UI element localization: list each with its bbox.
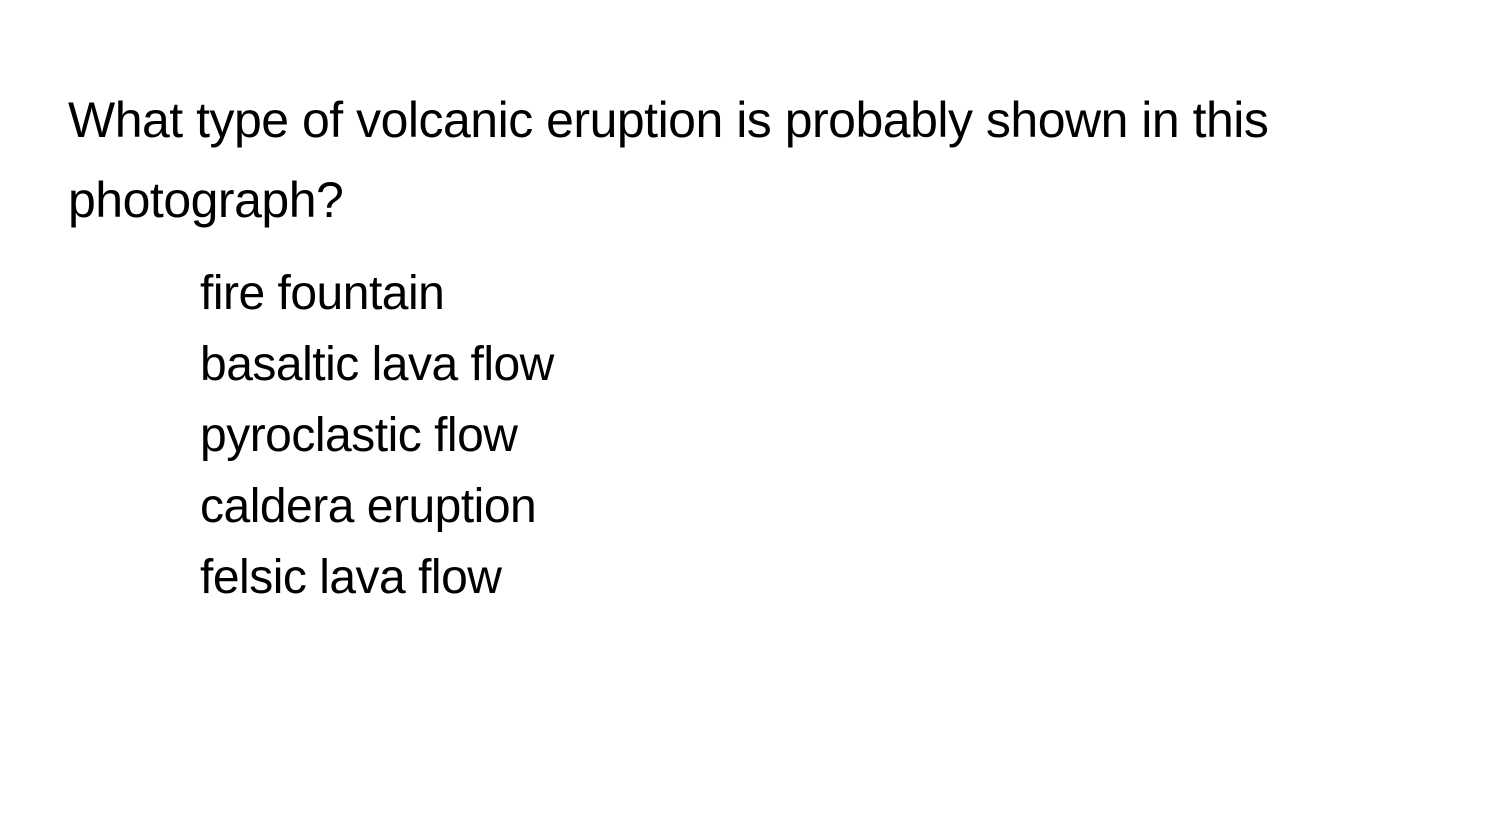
- question-text: What type of volcanic eruption is probab…: [68, 80, 1432, 240]
- option-item: caldera eruption: [200, 471, 1432, 542]
- option-item: felsic lava flow: [200, 542, 1432, 613]
- quiz-container: What type of volcanic eruption is probab…: [0, 0, 1500, 613]
- options-list: fire fountain basaltic lava flow pyrocla…: [68, 258, 1432, 613]
- option-item: basaltic lava flow: [200, 329, 1432, 400]
- option-item: pyroclastic flow: [200, 400, 1432, 471]
- option-item: fire fountain: [200, 258, 1432, 329]
